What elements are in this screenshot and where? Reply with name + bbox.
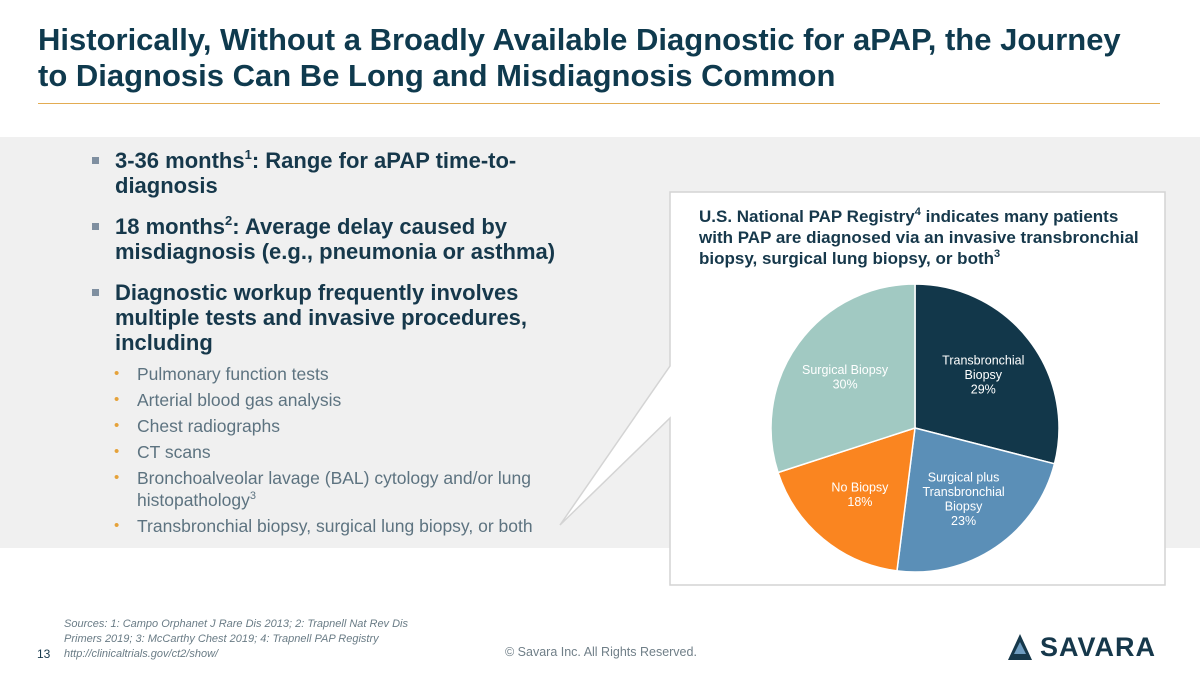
- copyright-text: © Savara Inc. All Rights Reserved.: [505, 645, 697, 659]
- sources-footnote: Sources: 1: Campo Orphanet J Rare Dis 20…: [64, 618, 409, 660]
- logo-wordmark: SAVARA: [1040, 632, 1157, 662]
- sub-bullet: • Chest radiographs: [114, 416, 280, 436]
- dot-bullet-icon: •: [114, 443, 120, 460]
- dot-bullet-icon: •: [114, 417, 120, 434]
- savara-logo-icon: [1008, 634, 1032, 660]
- dot-bullet-icon: •: [114, 365, 120, 382]
- pie-slice: [896, 427, 1056, 573]
- dot-bullet-icon: •: [114, 391, 120, 408]
- slide-title: Historically, Without a Broadly Availabl…: [38, 22, 1121, 93]
- square-bullet-icon: [92, 223, 99, 230]
- sub-bullet: • Pulmonary function tests: [114, 364, 329, 384]
- bullet-time-to-diagnosis: 3-36 months1: Range for aPAP time-to-dia…: [92, 148, 582, 198]
- chart-title: U.S. National PAP Registry4 indicates ma…: [699, 206, 1139, 269]
- savara-logo: SAVARA: [1008, 632, 1163, 662]
- dot-bullet-icon: •: [114, 469, 120, 486]
- pie-slice: [914, 283, 1060, 465]
- pie-slice: [770, 283, 916, 474]
- sub-bullet: • Transbronchial biopsy, surgical lung bi…: [114, 516, 533, 536]
- sub-bullet: • Bronchoalveolar lavage (BAL) cytology a…: [114, 468, 531, 510]
- bullet-misdiagnosis-delay: 18 months2: Average delay caused by misd…: [92, 214, 582, 264]
- square-bullet-icon: [92, 289, 99, 296]
- page-number: 13: [37, 647, 51, 661]
- sub-bullet: • CT scans: [114, 442, 211, 462]
- title-divider: [38, 103, 1160, 104]
- pie-slice-label: Transbronchial Biopsy 29%: [942, 354, 1024, 397]
- pie-slice-label: Surgical plus Transbronchial Biopsy 23%: [922, 471, 1004, 529]
- square-bullet-icon: [92, 157, 99, 164]
- pie-slice-label: No Biopsy 18%: [831, 480, 889, 509]
- pie-slice-label: Surgical Biopsy 30%: [802, 363, 889, 392]
- pie-slice: [777, 426, 916, 572]
- sub-bullet: • Arterial blood gas analysis: [114, 390, 342, 410]
- bullet-list: 3-36 months1: Range for aPAP time-to-dia…: [92, 148, 582, 541]
- dot-bullet-icon: •: [114, 517, 120, 534]
- bullet-diagnostic-workup: Diagnostic workup frequently involves mu…: [92, 280, 582, 355]
